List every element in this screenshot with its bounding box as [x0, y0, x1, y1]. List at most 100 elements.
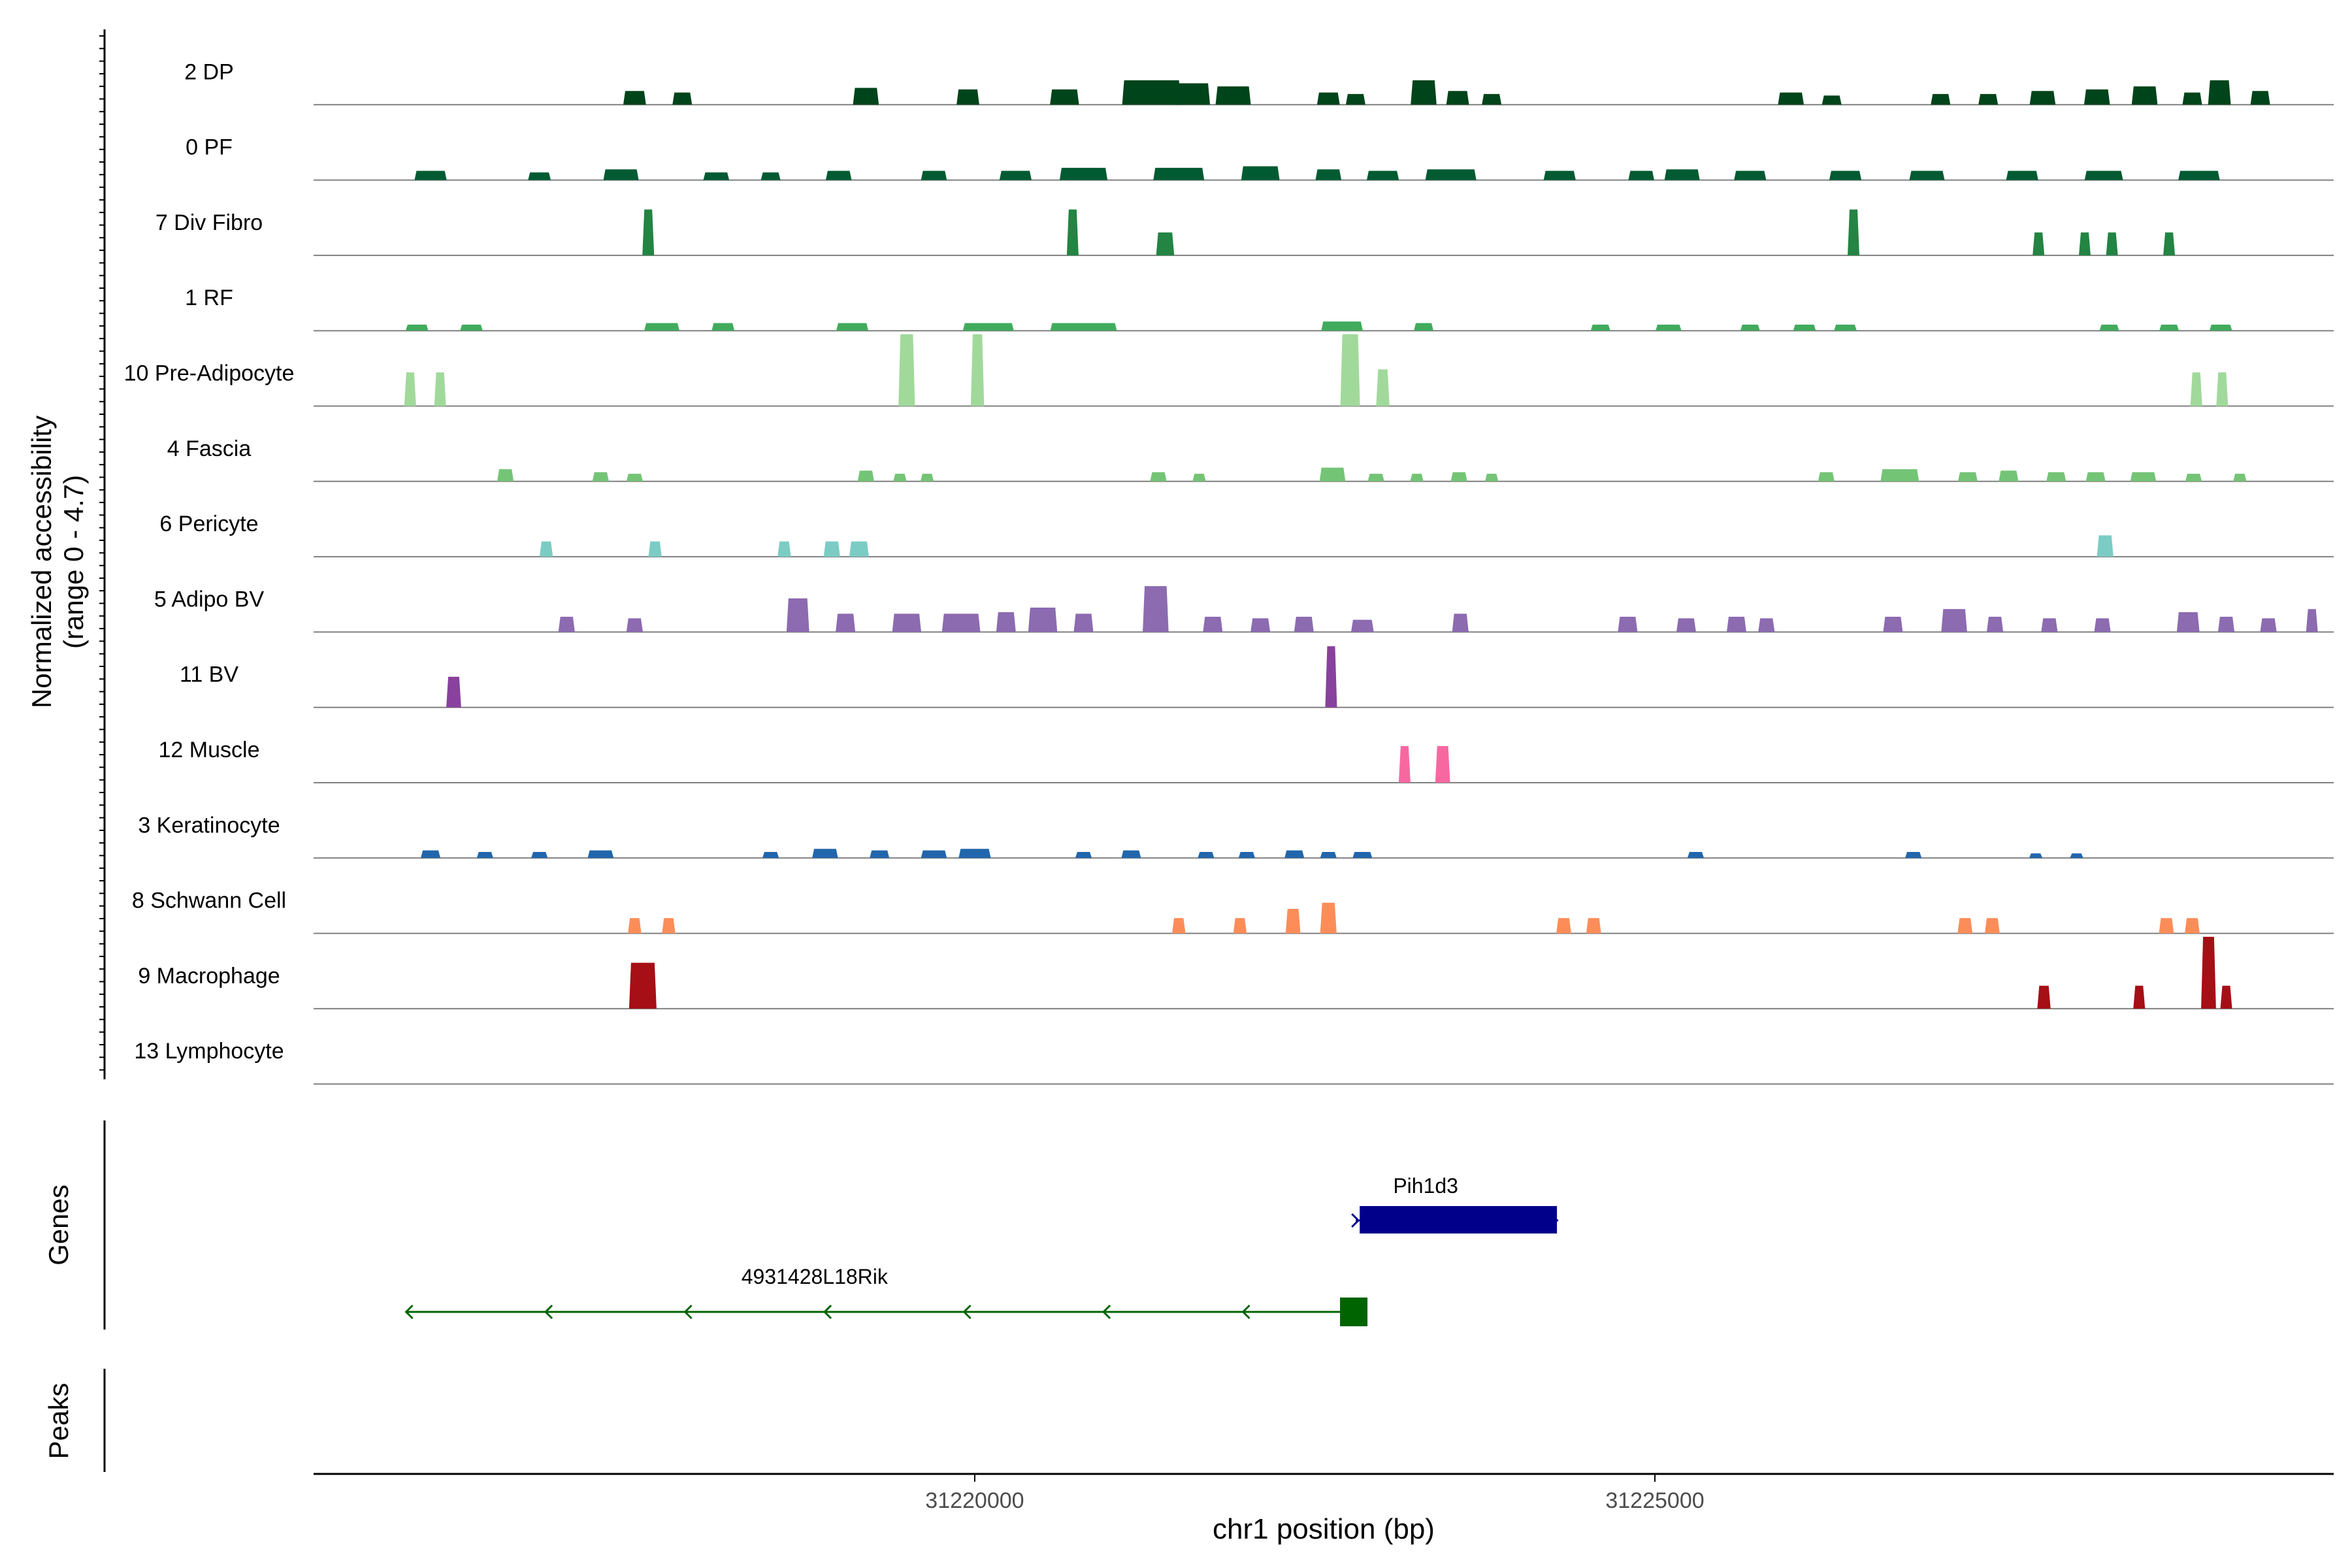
coverage-peak	[1172, 918, 1186, 934]
coverage-peak	[823, 541, 840, 557]
coverage-peak	[1482, 93, 1502, 105]
coverage-peak	[1931, 93, 1951, 105]
coverage-peak	[1793, 324, 1816, 331]
coverage-peak	[558, 616, 575, 632]
track-11-bv: 11 BV	[180, 646, 2334, 708]
coverage-peak	[2185, 918, 2200, 934]
track-label: 1 RF	[185, 286, 233, 310]
coverage-peak	[2217, 616, 2235, 632]
y-axis-label-line2: (range 0 - 4.7)	[58, 475, 89, 649]
coverage-peak	[2033, 232, 2045, 255]
coverage-peak	[2006, 171, 2038, 180]
coverage-peak	[1726, 616, 1746, 632]
coverage-peak	[1656, 324, 1682, 331]
coverage-peak	[1352, 851, 1373, 858]
track-label: 0 PF	[186, 135, 233, 160]
coverage-peak	[1957, 918, 1973, 934]
coverage-peak	[2133, 985, 2146, 1009]
coverage-peak	[405, 324, 429, 331]
coverage-peak	[629, 962, 657, 1009]
strand-arrow	[1351, 1213, 1360, 1228]
track-label: 3 Keratinocyte	[138, 813, 280, 838]
coverage-peak	[1543, 171, 1576, 180]
track-7-div-fibro: 7 Div Fibro	[155, 209, 2334, 256]
coverage-peak	[1414, 323, 1434, 331]
track-9-macrophage: 9 Macrophage	[138, 936, 2334, 1009]
track-label: 4 Fascia	[167, 436, 252, 461]
coverage-peak	[1425, 169, 1477, 180]
coverage-peak	[1821, 95, 1842, 105]
coverage-peak	[893, 474, 907, 482]
strand-arrow	[823, 1304, 832, 1320]
coverage-peak	[2260, 618, 2277, 632]
coverage-peak	[672, 92, 693, 105]
coverage-peak	[962, 323, 1014, 331]
y-axis-label-line1: Normalized accessibility	[26, 416, 57, 708]
coverage-peak	[1238, 851, 1255, 858]
tracks-panel: 2 DP 0 PF 7 Div Fibro 1 RF 10 Pre-Adipocyte 4…	[124, 59, 2334, 1085]
coverage-peak	[2046, 472, 2066, 482]
strand-arrow	[544, 1304, 553, 1320]
coverage-peak	[1192, 474, 1206, 482]
coverage-peak	[1122, 80, 1181, 105]
coverage-peak	[446, 676, 461, 708]
coverage-peak	[2106, 232, 2118, 255]
coverage-peak	[1556, 918, 1571, 934]
track-13-lymphocyte: 13 Lymphocyte	[134, 1039, 2334, 1085]
coverage-peak	[644, 323, 680, 331]
coverage-peak	[1050, 323, 1117, 331]
coverage-peak	[2078, 232, 2091, 255]
coverage-peak	[920, 474, 934, 482]
coverage-peak	[2216, 372, 2229, 406]
coverage-peak	[996, 612, 1016, 632]
track-label: 5 Adipo BV	[154, 587, 265, 612]
coverage-peak	[1880, 469, 1919, 482]
coverage-peak	[662, 918, 676, 934]
coverage-peak	[1215, 86, 1251, 105]
coverage-peak	[1411, 80, 1437, 105]
coverage-peak	[1367, 474, 1384, 482]
coverage-peak	[1350, 619, 1374, 632]
coverage-peak	[857, 470, 874, 482]
coverage-peak	[414, 171, 447, 180]
coverage-peak	[1452, 613, 1469, 632]
coverage-peak	[2250, 91, 2270, 105]
coverage-peak	[592, 472, 609, 482]
coverage-peak	[2201, 936, 2216, 1009]
coverage-peak	[2159, 918, 2174, 934]
coverage-peak	[1320, 902, 1337, 934]
coverage-peak	[2130, 472, 2157, 482]
genes-panel: Genes Pih1d3 4931428L18Rik	[43, 1120, 1559, 1330]
coverage-peak	[1978, 93, 1999, 105]
coverage-peak	[1734, 171, 1767, 180]
coverage-peak	[1909, 171, 1945, 180]
coverage-peak	[849, 541, 869, 557]
coverage-peak	[853, 88, 879, 105]
coverage-peak	[1834, 324, 1857, 331]
coverage-peak	[1905, 851, 1922, 858]
coverage-peak	[2131, 86, 2158, 105]
coverage-peak	[1319, 467, 1346, 482]
coverage-peak	[2208, 80, 2231, 105]
track-8-schwann-cell: 8 Schwann Cell	[132, 889, 2334, 934]
coverage-peak	[1316, 92, 1340, 105]
coverage-peak	[1778, 92, 1805, 105]
coverage-peak	[812, 849, 838, 858]
x-tick-label: 31225000	[1605, 1488, 1704, 1513]
track-12-muscle: 12 Muscle	[159, 738, 2334, 783]
coverage-peak	[1121, 850, 1141, 858]
coverage-peak	[404, 372, 416, 406]
track-3-keratinocyte: 3 Keratinocyte	[138, 813, 2334, 859]
coverage-peak	[626, 474, 643, 482]
peaks-panel: Peaks	[43, 1369, 106, 1472]
coverage-peak	[1366, 171, 1399, 180]
coverage-peak	[1484, 474, 1499, 482]
coverage-peak	[1320, 851, 1337, 858]
coverage-peak	[1075, 851, 1092, 858]
coverage-peak	[1285, 909, 1301, 934]
coverage-peak	[898, 334, 915, 406]
coverage-peak	[1676, 618, 1696, 632]
coverage-peak	[777, 541, 791, 557]
coverage-peak	[2094, 618, 2111, 632]
coverage-peak	[958, 849, 991, 858]
